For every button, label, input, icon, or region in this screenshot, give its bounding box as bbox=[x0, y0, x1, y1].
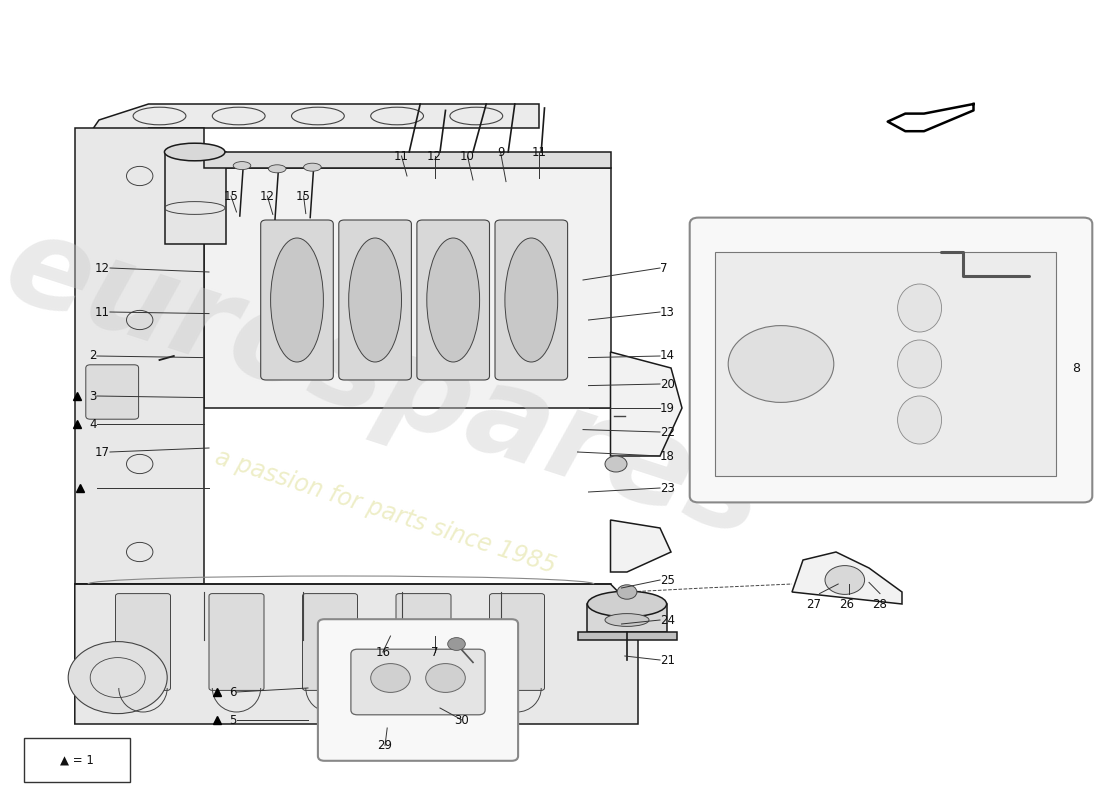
Text: 7: 7 bbox=[431, 646, 438, 658]
Text: 21: 21 bbox=[660, 654, 675, 666]
Text: 16: 16 bbox=[375, 646, 390, 658]
Text: 15: 15 bbox=[223, 190, 239, 202]
Ellipse shape bbox=[898, 284, 942, 332]
FancyBboxPatch shape bbox=[495, 220, 568, 380]
Text: 28: 28 bbox=[872, 598, 888, 610]
Text: 12: 12 bbox=[260, 190, 275, 202]
Polygon shape bbox=[75, 128, 204, 584]
Text: 18: 18 bbox=[660, 450, 675, 462]
Text: 30: 30 bbox=[454, 714, 470, 726]
Polygon shape bbox=[715, 252, 1056, 476]
Text: a passion for parts since 1985: a passion for parts since 1985 bbox=[211, 446, 559, 578]
Text: 22: 22 bbox=[660, 426, 675, 438]
FancyBboxPatch shape bbox=[116, 594, 170, 690]
Ellipse shape bbox=[898, 396, 942, 444]
Text: 29: 29 bbox=[377, 739, 393, 752]
FancyBboxPatch shape bbox=[86, 365, 139, 419]
FancyBboxPatch shape bbox=[490, 594, 544, 690]
FancyBboxPatch shape bbox=[318, 619, 518, 761]
Text: 13: 13 bbox=[660, 306, 675, 318]
FancyBboxPatch shape bbox=[24, 738, 130, 782]
Polygon shape bbox=[204, 168, 610, 408]
Polygon shape bbox=[578, 632, 676, 640]
Text: 4: 4 bbox=[89, 418, 97, 430]
FancyBboxPatch shape bbox=[417, 220, 490, 380]
Text: 11: 11 bbox=[531, 146, 547, 158]
Text: 17: 17 bbox=[95, 446, 110, 458]
Circle shape bbox=[605, 456, 627, 472]
Polygon shape bbox=[165, 152, 226, 244]
Text: 23: 23 bbox=[660, 482, 675, 494]
Polygon shape bbox=[587, 604, 667, 632]
Text: 11: 11 bbox=[394, 150, 409, 162]
Text: 6: 6 bbox=[229, 686, 236, 698]
Text: 9: 9 bbox=[497, 146, 504, 158]
Circle shape bbox=[448, 638, 465, 650]
Polygon shape bbox=[610, 520, 671, 572]
FancyBboxPatch shape bbox=[351, 650, 485, 715]
Text: 24: 24 bbox=[660, 614, 675, 626]
Ellipse shape bbox=[587, 591, 667, 617]
Polygon shape bbox=[888, 104, 974, 131]
Text: 14: 14 bbox=[660, 350, 675, 362]
Ellipse shape bbox=[349, 238, 402, 362]
Ellipse shape bbox=[898, 340, 942, 388]
Ellipse shape bbox=[505, 238, 558, 362]
Polygon shape bbox=[792, 552, 902, 604]
FancyBboxPatch shape bbox=[396, 594, 451, 690]
Ellipse shape bbox=[427, 238, 480, 362]
Ellipse shape bbox=[271, 238, 323, 362]
Text: 5: 5 bbox=[229, 714, 236, 726]
Polygon shape bbox=[610, 352, 682, 456]
Text: 26: 26 bbox=[839, 598, 855, 610]
Polygon shape bbox=[204, 152, 610, 168]
Text: 12: 12 bbox=[95, 262, 110, 274]
Text: 27: 27 bbox=[806, 598, 822, 610]
Polygon shape bbox=[82, 104, 539, 144]
Text: 7: 7 bbox=[660, 262, 668, 274]
Ellipse shape bbox=[165, 143, 224, 161]
Text: 11: 11 bbox=[95, 306, 110, 318]
FancyBboxPatch shape bbox=[261, 220, 333, 380]
Text: 20: 20 bbox=[660, 378, 675, 390]
FancyBboxPatch shape bbox=[690, 218, 1092, 502]
FancyBboxPatch shape bbox=[339, 220, 411, 380]
Text: 25: 25 bbox=[660, 574, 675, 586]
Ellipse shape bbox=[268, 165, 286, 173]
Text: 8: 8 bbox=[1072, 362, 1080, 374]
Text: 3: 3 bbox=[89, 390, 97, 402]
Text: 19: 19 bbox=[660, 402, 675, 414]
Circle shape bbox=[426, 664, 465, 692]
Circle shape bbox=[68, 642, 167, 714]
Text: 15: 15 bbox=[296, 190, 311, 202]
Polygon shape bbox=[75, 584, 638, 724]
Text: eurospares: eurospares bbox=[0, 204, 780, 564]
Text: ▲ = 1: ▲ = 1 bbox=[60, 754, 94, 766]
Ellipse shape bbox=[233, 162, 251, 170]
Text: 12: 12 bbox=[427, 150, 442, 162]
Circle shape bbox=[617, 585, 637, 599]
Ellipse shape bbox=[605, 614, 649, 626]
Text: 2: 2 bbox=[89, 350, 97, 362]
FancyBboxPatch shape bbox=[302, 594, 358, 690]
Text: 10: 10 bbox=[460, 150, 475, 162]
Circle shape bbox=[371, 664, 410, 692]
Circle shape bbox=[728, 326, 834, 402]
FancyBboxPatch shape bbox=[209, 594, 264, 690]
Circle shape bbox=[825, 566, 865, 594]
Ellipse shape bbox=[304, 163, 321, 171]
